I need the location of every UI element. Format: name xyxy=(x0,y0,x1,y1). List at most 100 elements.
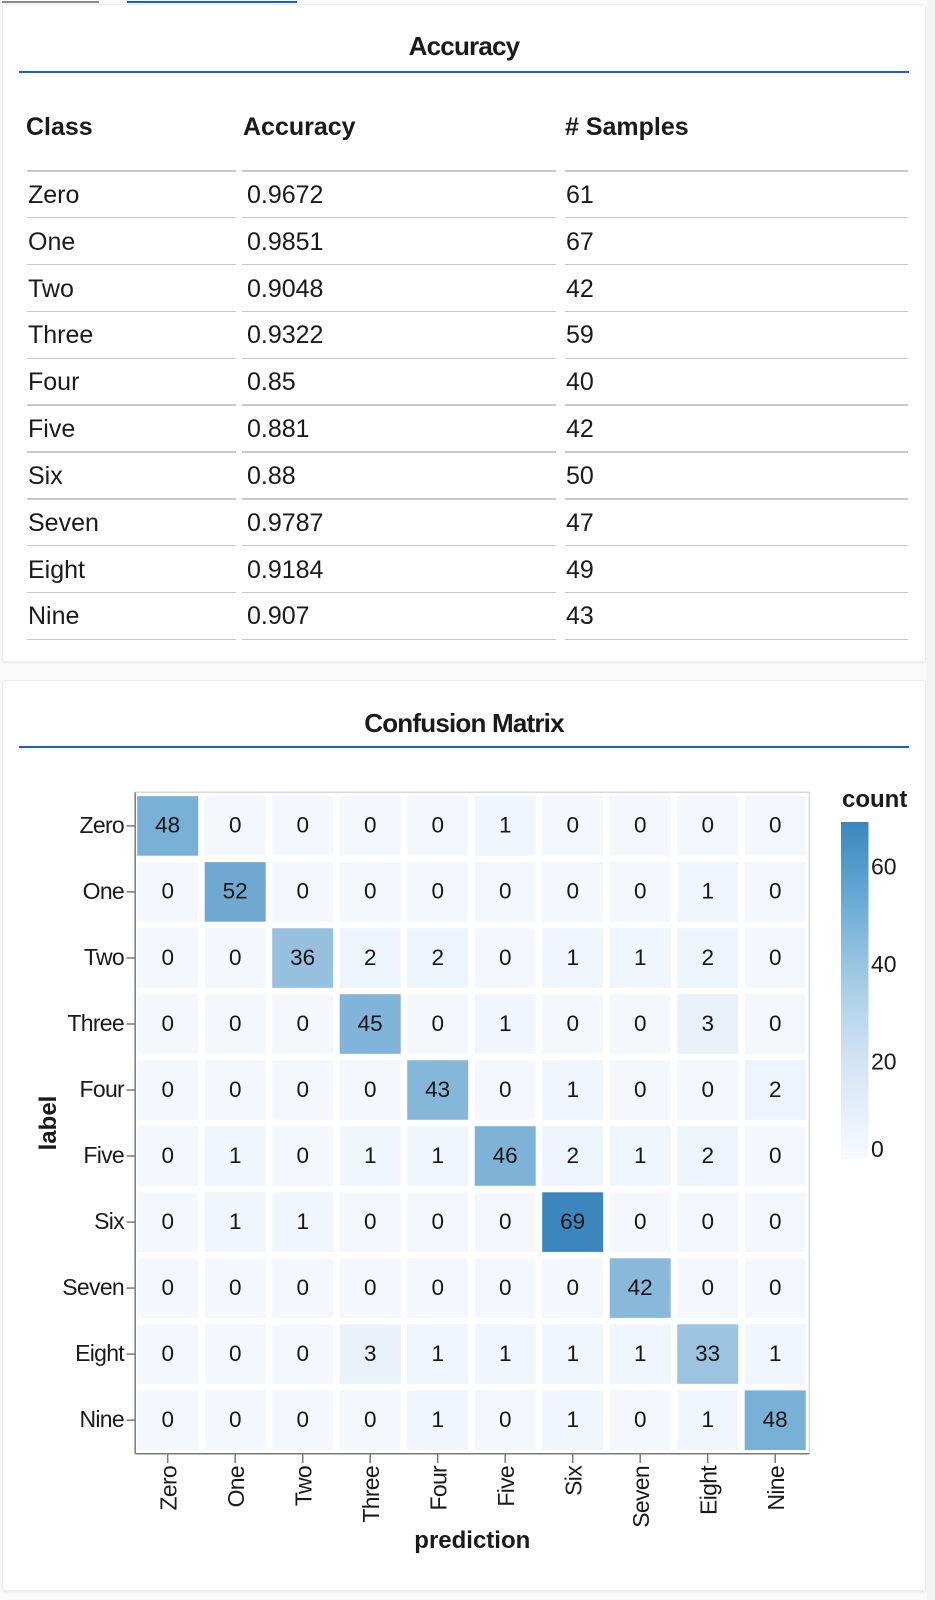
svg-text:0: 0 xyxy=(701,1077,714,1102)
svg-text:2: 2 xyxy=(566,1143,579,1168)
svg-text:Three: Three xyxy=(358,1466,384,1523)
svg-text:60: 60 xyxy=(871,854,897,880)
svg-text:0: 0 xyxy=(499,879,512,904)
svg-text:1: 1 xyxy=(296,1209,309,1234)
svg-text:Six: Six xyxy=(560,1465,586,1496)
svg-text:1: 1 xyxy=(634,1341,647,1366)
svg-text:1: 1 xyxy=(431,1407,444,1432)
svg-text:0: 0 xyxy=(634,1077,647,1102)
svg-text:0: 0 xyxy=(364,879,377,904)
svg-text:2: 2 xyxy=(364,945,377,970)
svg-text:0: 0 xyxy=(161,1341,174,1366)
svg-text:1: 1 xyxy=(634,1143,647,1168)
svg-text:0: 0 xyxy=(499,1209,512,1234)
svg-text:0: 0 xyxy=(431,813,444,838)
svg-text:0: 0 xyxy=(499,1407,512,1432)
svg-text:40: 40 xyxy=(871,951,897,977)
svg-text:0: 0 xyxy=(161,1209,174,1234)
svg-text:1: 1 xyxy=(364,1143,377,1168)
svg-text:0: 0 xyxy=(296,1275,309,1300)
svg-text:3: 3 xyxy=(364,1341,377,1366)
svg-text:0: 0 xyxy=(364,1077,377,1102)
svg-text:0: 0 xyxy=(634,1407,647,1432)
svg-text:1: 1 xyxy=(566,1341,579,1366)
svg-text:0: 0 xyxy=(499,1275,512,1300)
svg-text:0: 0 xyxy=(634,879,647,904)
svg-text:1: 1 xyxy=(566,945,579,970)
svg-text:1: 1 xyxy=(634,945,647,970)
svg-text:0: 0 xyxy=(701,813,714,838)
svg-text:0: 0 xyxy=(701,1209,714,1234)
svg-text:1: 1 xyxy=(701,879,714,904)
svg-text:0: 0 xyxy=(296,879,309,904)
svg-text:0: 0 xyxy=(566,813,579,838)
svg-text:33: 33 xyxy=(695,1341,720,1366)
svg-text:1: 1 xyxy=(499,1011,512,1036)
svg-text:0: 0 xyxy=(296,1077,309,1102)
svg-text:1: 1 xyxy=(566,1407,579,1432)
svg-text:0: 0 xyxy=(161,1011,174,1036)
svg-text:0: 0 xyxy=(364,813,377,838)
svg-text:count: count xyxy=(842,786,907,813)
svg-text:0: 0 xyxy=(769,1275,782,1300)
svg-text:0: 0 xyxy=(364,1209,377,1234)
svg-text:One: One xyxy=(223,1466,249,1507)
svg-text:0: 0 xyxy=(161,1077,174,1102)
svg-text:0: 0 xyxy=(364,1407,377,1432)
svg-text:0: 0 xyxy=(229,1275,242,1300)
svg-text:43: 43 xyxy=(425,1077,450,1102)
svg-text:1: 1 xyxy=(499,1341,512,1366)
svg-text:2: 2 xyxy=(701,945,714,970)
svg-text:0: 0 xyxy=(229,1077,242,1102)
svg-text:0: 0 xyxy=(161,879,174,904)
svg-text:0: 0 xyxy=(769,879,782,904)
svg-text:0: 0 xyxy=(769,1209,782,1234)
svg-text:0: 0 xyxy=(296,1341,309,1366)
svg-text:0: 0 xyxy=(634,1209,647,1234)
svg-text:0: 0 xyxy=(229,1341,242,1366)
svg-text:One: One xyxy=(83,878,124,904)
svg-text:Four: Four xyxy=(80,1076,126,1102)
svg-text:Eight: Eight xyxy=(75,1340,125,1366)
svg-text:0: 0 xyxy=(769,813,782,838)
svg-text:Three: Three xyxy=(67,1010,124,1036)
svg-text:0: 0 xyxy=(431,879,444,904)
svg-text:label: label xyxy=(35,1096,62,1151)
svg-text:0: 0 xyxy=(229,945,242,970)
svg-text:2: 2 xyxy=(769,1077,782,1102)
svg-text:0: 0 xyxy=(364,1275,377,1300)
svg-text:0: 0 xyxy=(161,945,174,970)
svg-text:Two: Two xyxy=(290,1466,316,1506)
svg-text:0: 0 xyxy=(296,1011,309,1036)
svg-text:Zero: Zero xyxy=(155,1466,181,1511)
svg-text:Six: Six xyxy=(94,1208,125,1234)
svg-text:52: 52 xyxy=(223,879,248,904)
svg-text:0: 0 xyxy=(566,1011,579,1036)
svg-text:0: 0 xyxy=(161,1143,174,1168)
svg-text:0: 0 xyxy=(161,1407,174,1432)
svg-text:1: 1 xyxy=(701,1407,714,1432)
svg-text:48: 48 xyxy=(155,813,180,838)
svg-text:42: 42 xyxy=(628,1275,653,1300)
svg-text:69: 69 xyxy=(560,1209,585,1234)
svg-text:0: 0 xyxy=(634,813,647,838)
svg-text:0: 0 xyxy=(499,1077,512,1102)
svg-text:1: 1 xyxy=(499,813,512,838)
svg-text:Zero: Zero xyxy=(80,812,125,838)
svg-text:0: 0 xyxy=(499,945,512,970)
svg-text:0: 0 xyxy=(296,1407,309,1432)
svg-text:0: 0 xyxy=(769,1143,782,1168)
svg-text:1: 1 xyxy=(431,1143,444,1168)
svg-text:Seven: Seven xyxy=(62,1274,124,1300)
svg-text:0: 0 xyxy=(296,813,309,838)
svg-text:Five: Five xyxy=(83,1142,124,1168)
svg-text:0: 0 xyxy=(566,879,579,904)
svg-text:1: 1 xyxy=(431,1341,444,1366)
svg-text:2: 2 xyxy=(701,1143,714,1168)
svg-text:46: 46 xyxy=(493,1143,518,1168)
svg-text:Nine: Nine xyxy=(79,1406,124,1432)
svg-text:0: 0 xyxy=(229,1407,242,1432)
svg-text:0: 0 xyxy=(296,1143,309,1168)
svg-text:prediction: prediction xyxy=(414,1527,530,1554)
svg-text:2: 2 xyxy=(431,945,444,970)
